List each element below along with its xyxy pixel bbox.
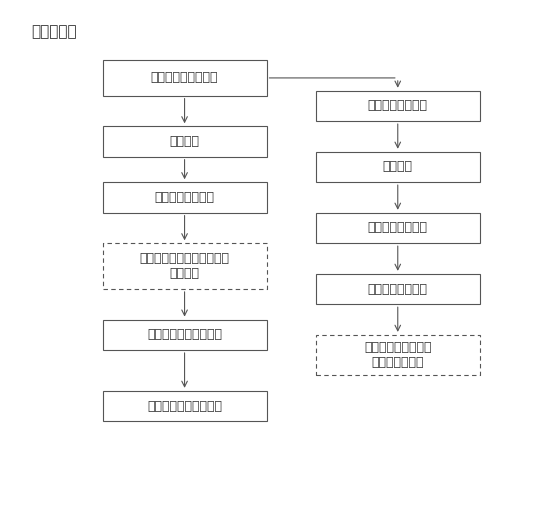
- FancyBboxPatch shape: [103, 60, 266, 96]
- Text: 防伪信息（图像、文
字或商标）核复: 防伪信息（图像、文 字或商标）核复: [364, 341, 432, 369]
- FancyBboxPatch shape: [316, 212, 480, 243]
- Text: 调幅网点边界信息和形状信
息的提取: 调幅网点边界信息和形状信 息的提取: [139, 252, 230, 280]
- FancyBboxPatch shape: [103, 182, 266, 212]
- Text: 信道解码: 信道解码: [383, 160, 413, 173]
- Text: 图像校正: 图像校正: [170, 135, 200, 148]
- FancyBboxPatch shape: [316, 151, 480, 182]
- Text: 防伪信息序列生成: 防伪信息序列生成: [368, 99, 428, 112]
- FancyBboxPatch shape: [103, 243, 266, 289]
- Text: 调幅网点形状模糊识别: 调幅网点形状模糊识别: [147, 328, 222, 341]
- Text: 网点图像信号的采集: 网点图像信号的采集: [151, 71, 218, 84]
- FancyBboxPatch shape: [316, 335, 480, 375]
- Text: 解调流程图: 解调流程图: [32, 24, 77, 39]
- Text: 防伪信息源码生成: 防伪信息源码生成: [368, 282, 428, 296]
- FancyBboxPatch shape: [103, 126, 266, 157]
- FancyBboxPatch shape: [103, 391, 266, 421]
- Text: 调幅网点形状信息解调: 调幅网点形状信息解调: [147, 400, 222, 413]
- FancyBboxPatch shape: [316, 90, 480, 121]
- FancyBboxPatch shape: [103, 320, 266, 350]
- Text: 防伪信息序列解密: 防伪信息序列解密: [368, 221, 428, 235]
- Text: 网点图像边缘提取: 网点图像边缘提取: [154, 191, 215, 204]
- FancyBboxPatch shape: [316, 274, 480, 305]
